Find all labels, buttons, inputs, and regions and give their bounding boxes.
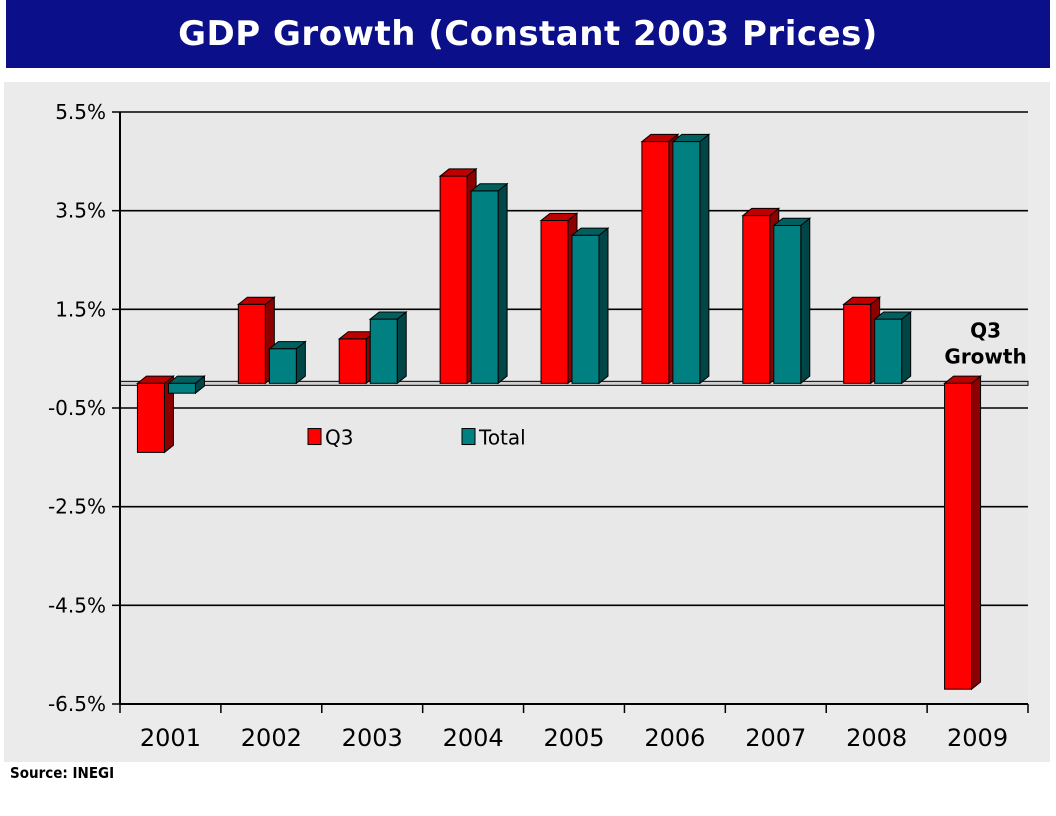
chart-area: 5.5% 3.5% 1.5% -0.5% -2.5% -4.5% -6.5% 2001 2002… <box>4 82 1050 762</box>
y-tick-label: -4.5% <box>48 593 106 617</box>
bar-total-2008 <box>873 310 913 385</box>
y-tick-label: -2.5% <box>48 495 106 519</box>
bar-q3-2002 <box>236 296 276 385</box>
legend: Q3 Total <box>307 426 526 450</box>
source-note: Source: INEGI <box>10 764 115 782</box>
bar-total-2006 <box>671 133 711 385</box>
x-tick-label: 2006 <box>644 724 705 752</box>
y-tick-label: -6.5% <box>48 692 106 716</box>
legend-item-q3: Q3 <box>307 426 353 450</box>
axes <box>119 112 1029 713</box>
y-tick-label: 5.5% <box>55 100 106 124</box>
annotation-line: Q3 <box>970 318 1001 342</box>
bars <box>136 133 982 691</box>
legend-label: Total <box>478 426 526 450</box>
x-tick-label: 2004 <box>443 724 504 752</box>
x-tick-label: 2005 <box>543 724 604 752</box>
bar-total-2007 <box>772 217 812 385</box>
x-tick-label: 2003 <box>342 724 403 752</box>
bar-q3-2001 <box>136 375 175 454</box>
bar-total-2003 <box>368 310 408 385</box>
bar-q3-2009 <box>943 375 982 691</box>
bar-total-2002 <box>267 340 307 385</box>
legend-swatch <box>307 428 322 446</box>
y-tick-label: 3.5% <box>55 199 106 223</box>
x-tick-label: 2008 <box>846 724 907 752</box>
legend-label: Q3 <box>325 426 353 450</box>
legend-swatch <box>461 428 476 446</box>
legend-item-total: Total <box>461 426 526 450</box>
x-tick-label: 2002 <box>241 724 302 752</box>
x-tick-label: 2007 <box>745 724 806 752</box>
annotation-line: Growth <box>944 344 1026 368</box>
bar-total-2004 <box>469 182 509 385</box>
x-tick-label: 2001 <box>140 724 201 752</box>
x-tick-label: 2009 <box>947 724 1008 752</box>
bar-total-2005 <box>570 227 610 385</box>
bar-total-2001 <box>167 375 206 395</box>
chart-title: GDP Growth (Constant 2003 Prices) <box>6 0 1050 68</box>
axis-labels: 5.5% 3.5% 1.5% -0.5% -2.5% -4.5% -6.5% 2001 2002… <box>48 100 1008 752</box>
y-tick-label: 1.5% <box>55 297 106 321</box>
y-tick-label: -0.5% <box>48 396 106 420</box>
